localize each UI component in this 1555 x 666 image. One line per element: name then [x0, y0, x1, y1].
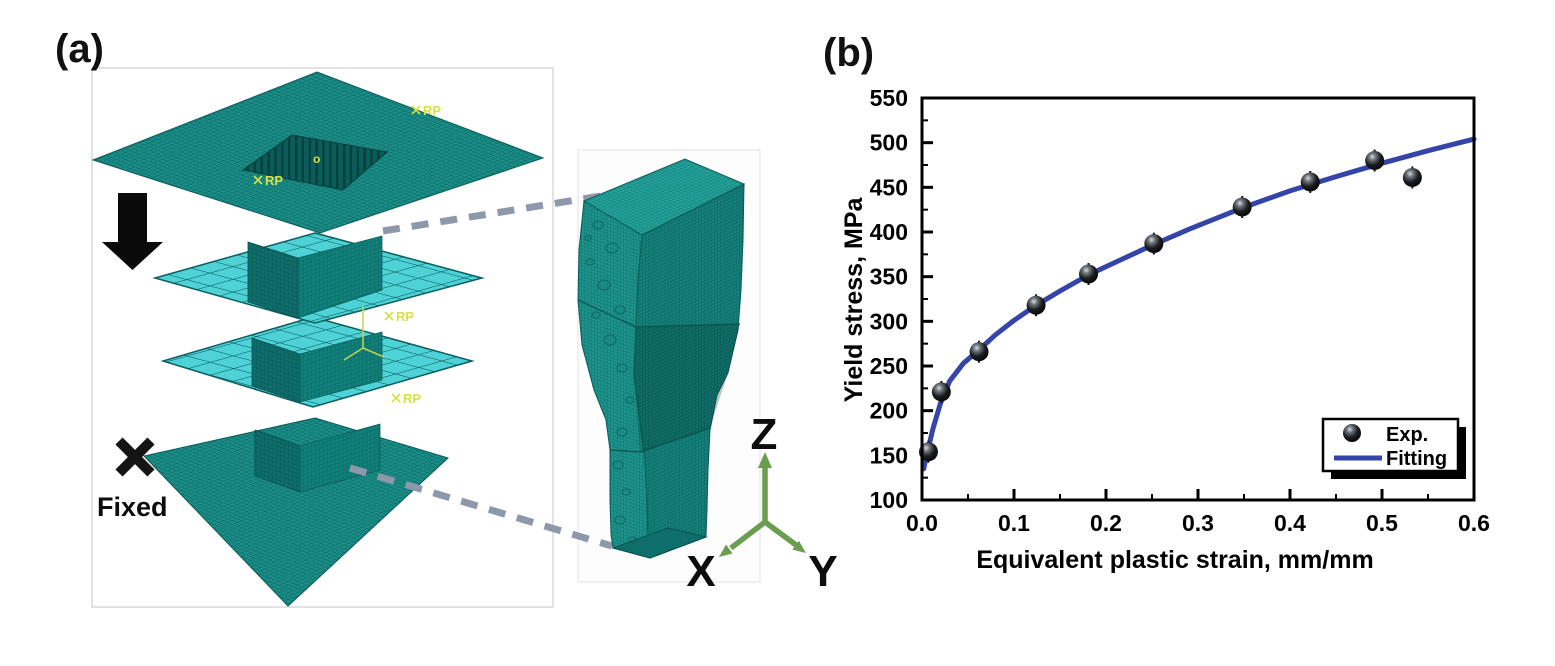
- lower-specimen-block-right-face: [299, 423, 381, 493]
- exp-data-point: [918, 442, 938, 462]
- column-top-face: [582, 158, 746, 236]
- plot-frame: [920, 96, 1476, 502]
- x-tick-label: 0.3: [1182, 510, 1214, 536]
- column-bottom-face: [611, 527, 708, 559]
- exp-data-point: [1079, 264, 1099, 284]
- column-band-lines: [577, 299, 741, 453]
- panel-b-chart: (b) 100 150 200 250 300 350 400 450 500 550 0.0 0.1…: [823, 31, 1490, 574]
- y-tick-label: 350: [870, 264, 908, 290]
- upper-specimen-block-right-face: [297, 235, 383, 319]
- legend-sphere-marker-icon: [1343, 424, 1361, 442]
- rp-marker: RP: [384, 309, 414, 324]
- x-tick-label: 0.4: [1274, 510, 1306, 536]
- legend-fitting-label: Fitting: [1386, 448, 1447, 470]
- y-tick-label: 200: [870, 398, 908, 424]
- fixed-cross-icon: [115, 437, 155, 477]
- y-tick-label: 450: [870, 174, 908, 200]
- exp-data-point: [1026, 295, 1046, 315]
- y-arrowhead-icon: [792, 540, 806, 553]
- x-axis-label: X: [686, 547, 715, 596]
- x-tick-label: 0.1: [998, 510, 1030, 536]
- exp-data-point: [1144, 234, 1164, 254]
- rp-marker: RP: [253, 173, 283, 188]
- z-axis-label: Z: [751, 410, 778, 459]
- zoomed-specimen-column: [577, 158, 746, 559]
- exp-data-point: [1365, 151, 1385, 171]
- fea-csys-icon: [343, 306, 385, 361]
- y-tick-label: 150: [870, 442, 908, 468]
- panel-a-label: (a): [55, 27, 104, 71]
- rp-label: RP: [403, 391, 421, 406]
- rp-cross-icon: [391, 393, 401, 403]
- rp-label: RP: [265, 173, 283, 188]
- y-tick-label: 550: [870, 85, 908, 111]
- z-arrowhead-icon: [758, 452, 772, 468]
- y-tick-label: 250: [870, 353, 908, 379]
- origin-point-label: o: [313, 152, 320, 166]
- y-tick-label: 300: [870, 308, 908, 334]
- fixed-label: Fixed: [97, 492, 168, 522]
- y-axis-arrow: [763, 519, 798, 548]
- exp-data-point: [1300, 172, 1320, 192]
- exp-data-point: [1402, 168, 1422, 188]
- zoom-connector-bottom: [349, 464, 613, 550]
- load-arrow-icon: [102, 193, 163, 270]
- rp-label: RP: [423, 103, 441, 118]
- chart-plot-area: 100 150 200 250 300 350 400 450 500 550 0.0 0.1 0.2 0…: [870, 85, 1490, 536]
- column-speckle-texture: [584, 220, 638, 544]
- rp-marker: RP: [391, 391, 421, 406]
- exp-data-point: [969, 342, 989, 362]
- rp-label: RP: [396, 309, 414, 324]
- legend-exp-label: Exp.: [1386, 424, 1428, 446]
- y-axis-title: Yield stress, MPa: [840, 197, 868, 403]
- x-tick-label: 0.6: [1458, 510, 1490, 536]
- zoom-connector-top: [382, 192, 602, 235]
- x-axis-title: Equivalent plastic strain, mm/mm: [976, 546, 1373, 574]
- rp-marker: RP: [411, 103, 441, 118]
- x-axis-arrow: [729, 519, 767, 551]
- column-middle-band: [634, 324, 740, 452]
- x-tick-label: 0.5: [1366, 510, 1398, 536]
- rp-cross-icon: [253, 175, 263, 185]
- top-plate-pocket: [241, 134, 389, 191]
- y-axis-label: Y: [808, 547, 837, 596]
- y-tick-label: 100: [870, 487, 908, 513]
- x-tick-label: 0.0: [906, 510, 938, 536]
- panel-b-label: (b): [823, 31, 874, 75]
- column-right-face: [633, 183, 745, 559]
- exp-data-point: [931, 382, 951, 402]
- y-tick-label: 400: [870, 219, 908, 245]
- panel-a-fea-model: RP RP RP RP o Fixed: [55, 27, 838, 608]
- y-tick-label: 500: [870, 130, 908, 156]
- exp-data-point: [1232, 197, 1252, 217]
- coordinate-triad: Z X Y: [686, 410, 837, 596]
- rp-cross-icon: [411, 105, 421, 115]
- rp-cross-icon: [384, 311, 394, 321]
- chart-legend: Exp. Fitting: [1321, 417, 1466, 479]
- x-tick-label: 0.2: [1090, 510, 1122, 536]
- x-arrowhead-icon: [719, 544, 733, 557]
